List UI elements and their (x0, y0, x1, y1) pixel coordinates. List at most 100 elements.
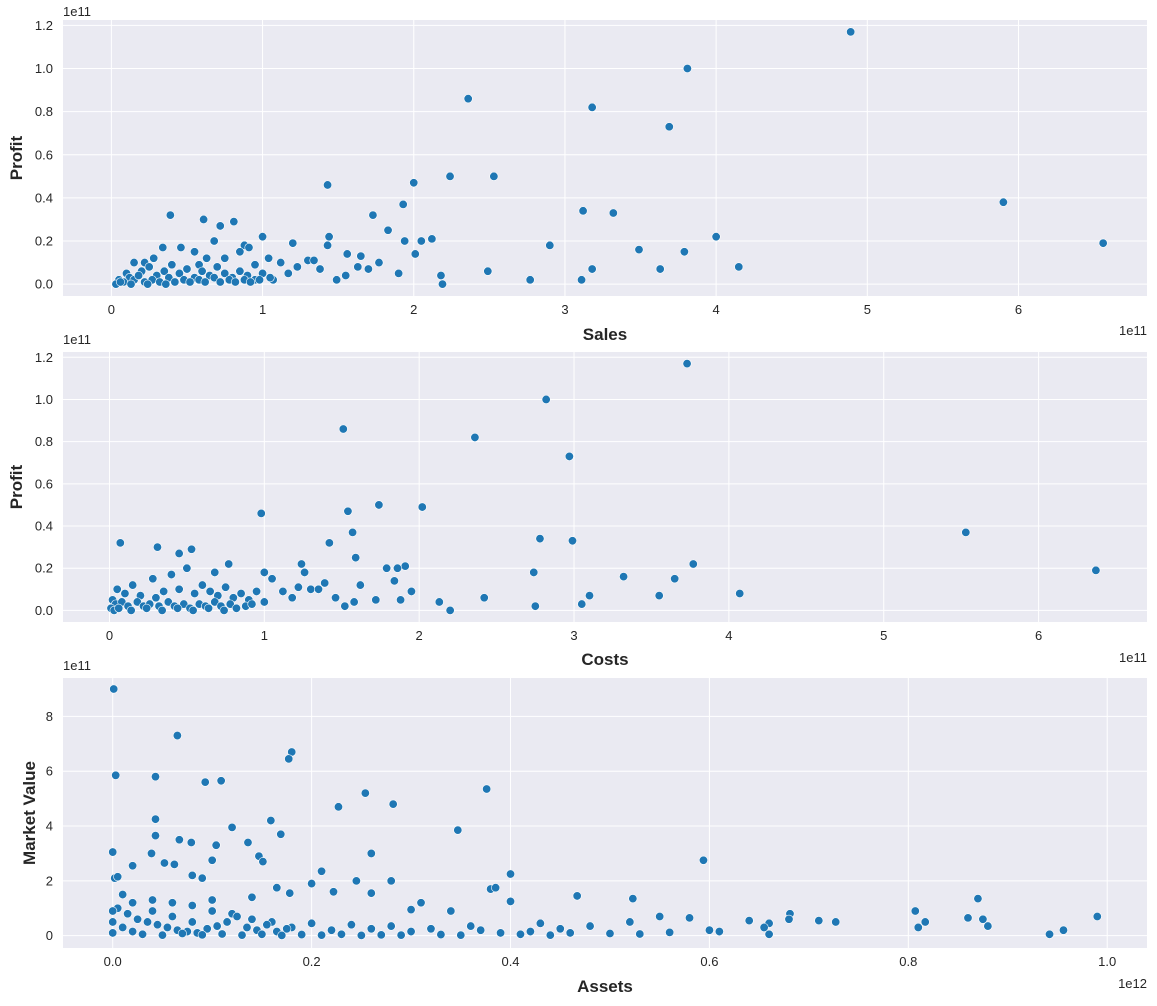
data-point (466, 921, 476, 931)
data-point (215, 221, 225, 231)
data-point (150, 772, 160, 782)
data-point (300, 567, 310, 577)
x-tick-label: 5 (864, 302, 871, 317)
x-offset-label: 1e12 (1118, 976, 1147, 991)
y-tick-label: 0.0 (35, 603, 53, 618)
y-tick-label: 0.0 (35, 277, 53, 292)
data-point (445, 171, 455, 181)
data-point (197, 873, 207, 883)
x-tick-label: 1.0 (1098, 954, 1116, 969)
data-point (219, 605, 229, 615)
data-point (283, 268, 293, 278)
data-point (220, 253, 230, 263)
data-point (416, 236, 426, 246)
data-point (282, 924, 292, 934)
data-point (529, 567, 539, 577)
data-point (190, 589, 200, 599)
data-point (114, 603, 124, 613)
data-point (655, 911, 665, 921)
data-point (698, 855, 708, 865)
data-point (210, 567, 220, 577)
data-point (665, 927, 675, 937)
data-point (148, 574, 158, 584)
x-tick-label: 4 (713, 302, 720, 317)
data-point (264, 253, 274, 263)
x-offset-label: 1e11 (1119, 650, 1147, 665)
data-point (470, 432, 480, 442)
data-point (655, 264, 665, 274)
data-point (360, 788, 370, 798)
data-point (296, 559, 306, 569)
data-point (258, 857, 268, 867)
data-point (170, 277, 180, 287)
data-point (366, 848, 376, 858)
data-point (366, 924, 376, 934)
y-offset-label: 1e11 (63, 658, 91, 673)
data-point (463, 94, 473, 104)
data-point (491, 883, 501, 893)
data-point (515, 929, 525, 939)
data-point (182, 264, 192, 274)
data-point (446, 906, 456, 916)
data-point (202, 924, 212, 934)
data-point (210, 597, 220, 607)
data-point (704, 925, 714, 935)
data-point (236, 589, 246, 599)
x-axis-label: Costs (581, 650, 628, 669)
data-point (128, 861, 138, 871)
data-point (734, 262, 744, 272)
data-point (682, 359, 692, 369)
data-point (256, 508, 266, 518)
data-point (392, 563, 402, 573)
data-point (265, 273, 275, 283)
data-point (427, 234, 437, 244)
data-point (118, 890, 128, 900)
data-point (343, 506, 353, 516)
data-point (506, 869, 516, 879)
data-point (222, 917, 232, 927)
y-tick-label: 0.8 (35, 434, 53, 449)
data-point (272, 883, 282, 893)
data-point (278, 586, 288, 596)
data-point (307, 918, 317, 928)
data-point (482, 784, 492, 794)
data-point (133, 914, 143, 924)
data-point (174, 835, 184, 845)
data-point (329, 887, 339, 897)
data-point (535, 918, 545, 928)
x-offset-label: 1e11 (1119, 323, 1147, 338)
data-point (126, 279, 136, 289)
y-tick-label: 0.8 (35, 104, 53, 119)
data-point (406, 586, 416, 596)
data-point (342, 249, 352, 259)
data-point (436, 930, 446, 940)
data-point (496, 928, 506, 938)
y-axis-label: Market Value (20, 761, 39, 865)
data-point (197, 580, 207, 590)
costs-profit-scatter-panel: 0 1 2 3 4 5 6 0.0 0.2 0.4 0.6 0.8 1.0 1.2 Costs Profit 1… (7, 332, 1147, 669)
data-point (285, 888, 295, 898)
x-tick-label: 1 (261, 628, 268, 643)
data-point (207, 895, 217, 905)
x-tick-label: 3 (561, 302, 568, 317)
data-point (340, 601, 350, 611)
data-point (252, 586, 262, 596)
data-point (215, 277, 225, 287)
data-point (332, 275, 342, 285)
data-point (211, 840, 221, 850)
data-point (111, 770, 121, 780)
data-point (396, 595, 406, 605)
data-point (243, 837, 253, 847)
data-point (714, 927, 724, 937)
data-point (406, 905, 416, 915)
data-point (108, 906, 118, 916)
data-point (625, 917, 635, 927)
data-point (259, 597, 269, 607)
data-point (212, 921, 222, 931)
data-point (368, 210, 378, 220)
data-point (276, 258, 286, 268)
data-point (247, 914, 257, 924)
data-point (846, 27, 856, 37)
data-point (200, 777, 210, 787)
data-point (389, 576, 399, 586)
